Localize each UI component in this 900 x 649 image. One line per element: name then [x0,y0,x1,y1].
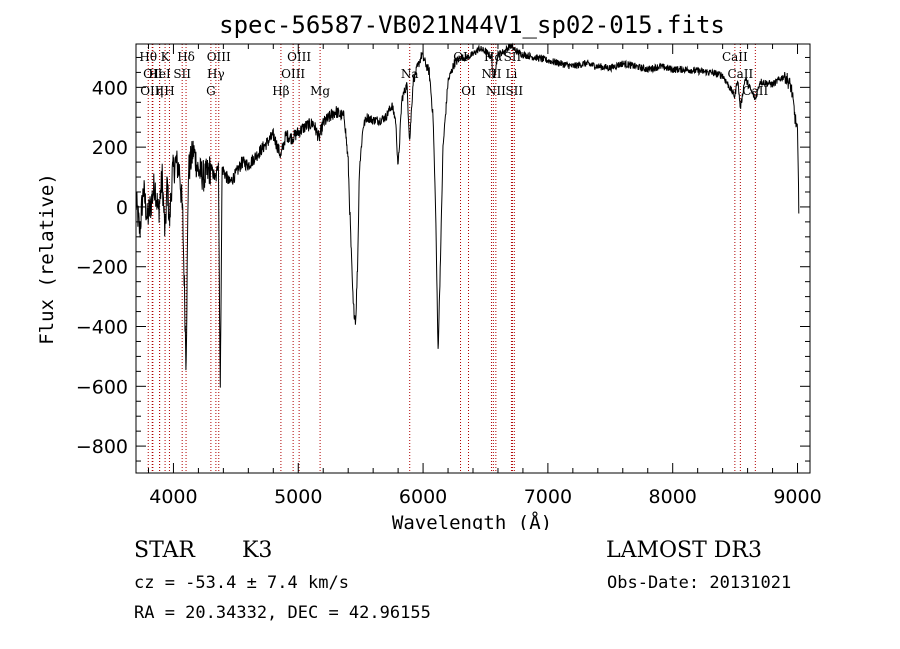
spectral-line-label: CaII [722,50,748,64]
redshift-readout: cz = -53.4 ± 7.4 km/s [134,573,349,593]
plot-frame [135,43,811,474]
x-tick-label: 6000 [399,486,447,508]
spectral-line-label: Hδ [177,50,195,64]
spectral-line-label: CaII [742,84,768,98]
y-axis-ticks: −800 −600 −400 −200 0 200 400 [76,56,810,462]
y-tick-label: 200 [92,137,128,159]
object-class: STAR [134,538,195,563]
spectral-line-label: HeI [148,67,171,81]
x-tick-label: 9000 [773,486,821,508]
spectral-line-label: Mg [310,84,330,98]
observation-date: Obs-Date: 20131021 [607,573,792,593]
y-tick-label: −800 [76,436,128,458]
coordinates-readout: RA = 20.34332, DEC = 42.96155 [134,603,431,623]
spectral-line-label: NII [481,67,501,81]
spectral-line-label: SII [173,67,191,81]
spectral-subclass: K3 [242,538,273,563]
spectral-line-label: Hθ [139,50,157,64]
y-tick-label: −200 [76,257,128,279]
spectral-line-label: Li [506,67,518,81]
spectral-line-label: H [164,84,174,98]
y-tick-label: 400 [92,77,128,99]
y-axis-label: Flux (relative) [36,173,58,345]
spectral-line-label: SII [505,84,523,98]
x-tick-label: 8000 [649,486,697,508]
spectrum-plot: spec-56587-VB021N44V1_sp02-015.fits Hθ OI… [36,11,822,534]
spectral-line-markers [147,44,756,473]
spectrum-series-line [135,42,800,388]
spectral-line-label: Hβ [272,84,289,98]
spectral-line-label: CaII [727,67,753,81]
x-tick-label: 7000 [524,486,572,508]
spectral-line-label: η [156,84,163,98]
x-axis-label: Wavelength (Å) [392,511,552,530]
x-tick-label: 4000 [149,486,197,508]
spectral-line-label: OI [461,84,476,98]
spectral-line-label: OIII [207,50,231,64]
spectral-line-label: OII [143,67,163,81]
spectral-line-label: NII [486,84,506,98]
chart-title: spec-56587-VB021N44V1_sp02-015.fits [219,11,725,39]
spectral-line-label: SII [504,50,522,64]
spectral-line-label: Hγ [207,67,225,81]
spectral-line-labels: Hθ OII OIII HeI η K H SII Hδ G Hγ OIII Hβ OIII OIII Mg N… [139,50,768,98]
y-tick-label: −400 [76,317,128,339]
spectral-line-label: K [161,50,171,64]
x-tick-label: 5000 [274,486,322,508]
y-tick-label: 0 [116,197,128,219]
spectral-line-label: G [206,84,216,98]
spectral-line-label: OIII [140,84,164,98]
spectral-line-label: OIII [287,50,311,64]
survey-name: LAMOST DR3 [606,538,762,563]
x-axis-ticks: 4000 5000 6000 7000 8000 9000 [147,44,822,508]
spectral-line-label: OIII [281,67,305,81]
y-tick-label: −600 [76,376,128,398]
